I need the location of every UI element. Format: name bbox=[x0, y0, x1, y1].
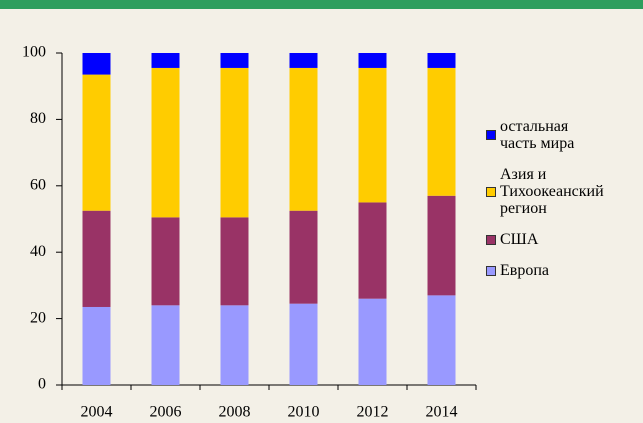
bar-segment bbox=[82, 210, 111, 307]
legend-swatch bbox=[486, 186, 496, 197]
bar-segment bbox=[82, 74, 111, 211]
legend-item: Европа bbox=[486, 262, 641, 279]
y-tick-label: 40 bbox=[30, 243, 46, 260]
bar-segment bbox=[358, 53, 387, 68]
title-banner bbox=[0, 0, 643, 9]
y-tick-label: 0 bbox=[38, 376, 46, 393]
bar-segment bbox=[151, 67, 180, 218]
legend-label: Азия и Тихоокеанский регион bbox=[500, 166, 604, 217]
x-tick-label: 2010 bbox=[288, 404, 320, 421]
bar-segment bbox=[358, 202, 387, 299]
x-tick-label: 2006 bbox=[150, 404, 182, 421]
bar-segment bbox=[220, 67, 249, 218]
x-tick-label: 2008 bbox=[219, 404, 251, 421]
y-tick-label: 60 bbox=[30, 176, 46, 193]
legend: остальная часть мира Азия и Тихоокеанский… bbox=[486, 118, 641, 293]
bar-segment bbox=[220, 305, 249, 385]
legend-swatch bbox=[486, 130, 496, 140]
bar-segment bbox=[427, 195, 456, 296]
legend-item: США bbox=[486, 231, 641, 248]
bar-segment bbox=[427, 67, 456, 196]
y-tick-label: 20 bbox=[30, 309, 46, 326]
legend-item: Азия и Тихоокеанский регион bbox=[486, 166, 641, 217]
bar-segment bbox=[289, 210, 318, 304]
x-tick-label: 2012 bbox=[357, 404, 389, 421]
legend-item: остальная часть мира bbox=[486, 118, 641, 152]
bar-segment bbox=[427, 295, 456, 385]
bar-segment bbox=[151, 217, 180, 306]
bar-segment bbox=[151, 305, 180, 385]
bar-segment bbox=[427, 53, 456, 68]
bar-segment bbox=[358, 298, 387, 385]
legend-label: США bbox=[500, 231, 539, 248]
bar-segment bbox=[358, 67, 387, 203]
legend-swatch bbox=[486, 234, 496, 245]
bar-segment bbox=[220, 53, 249, 68]
bar-segment bbox=[289, 303, 318, 385]
bar-segment bbox=[220, 217, 249, 306]
y-tick-label: 80 bbox=[30, 110, 46, 127]
legend-label: Европа bbox=[500, 262, 549, 279]
x-tick-label: 2014 bbox=[426, 404, 458, 421]
bar-segment bbox=[82, 306, 111, 385]
x-tick-label: 2004 bbox=[81, 404, 113, 421]
legend-label: остальная часть мира bbox=[500, 118, 575, 152]
bar-segment bbox=[151, 53, 180, 68]
bar-segment bbox=[289, 67, 318, 211]
bar-segment bbox=[82, 53, 111, 75]
bar-segment bbox=[289, 53, 318, 68]
y-tick-label: 100 bbox=[22, 44, 46, 61]
legend-swatch bbox=[486, 265, 496, 276]
